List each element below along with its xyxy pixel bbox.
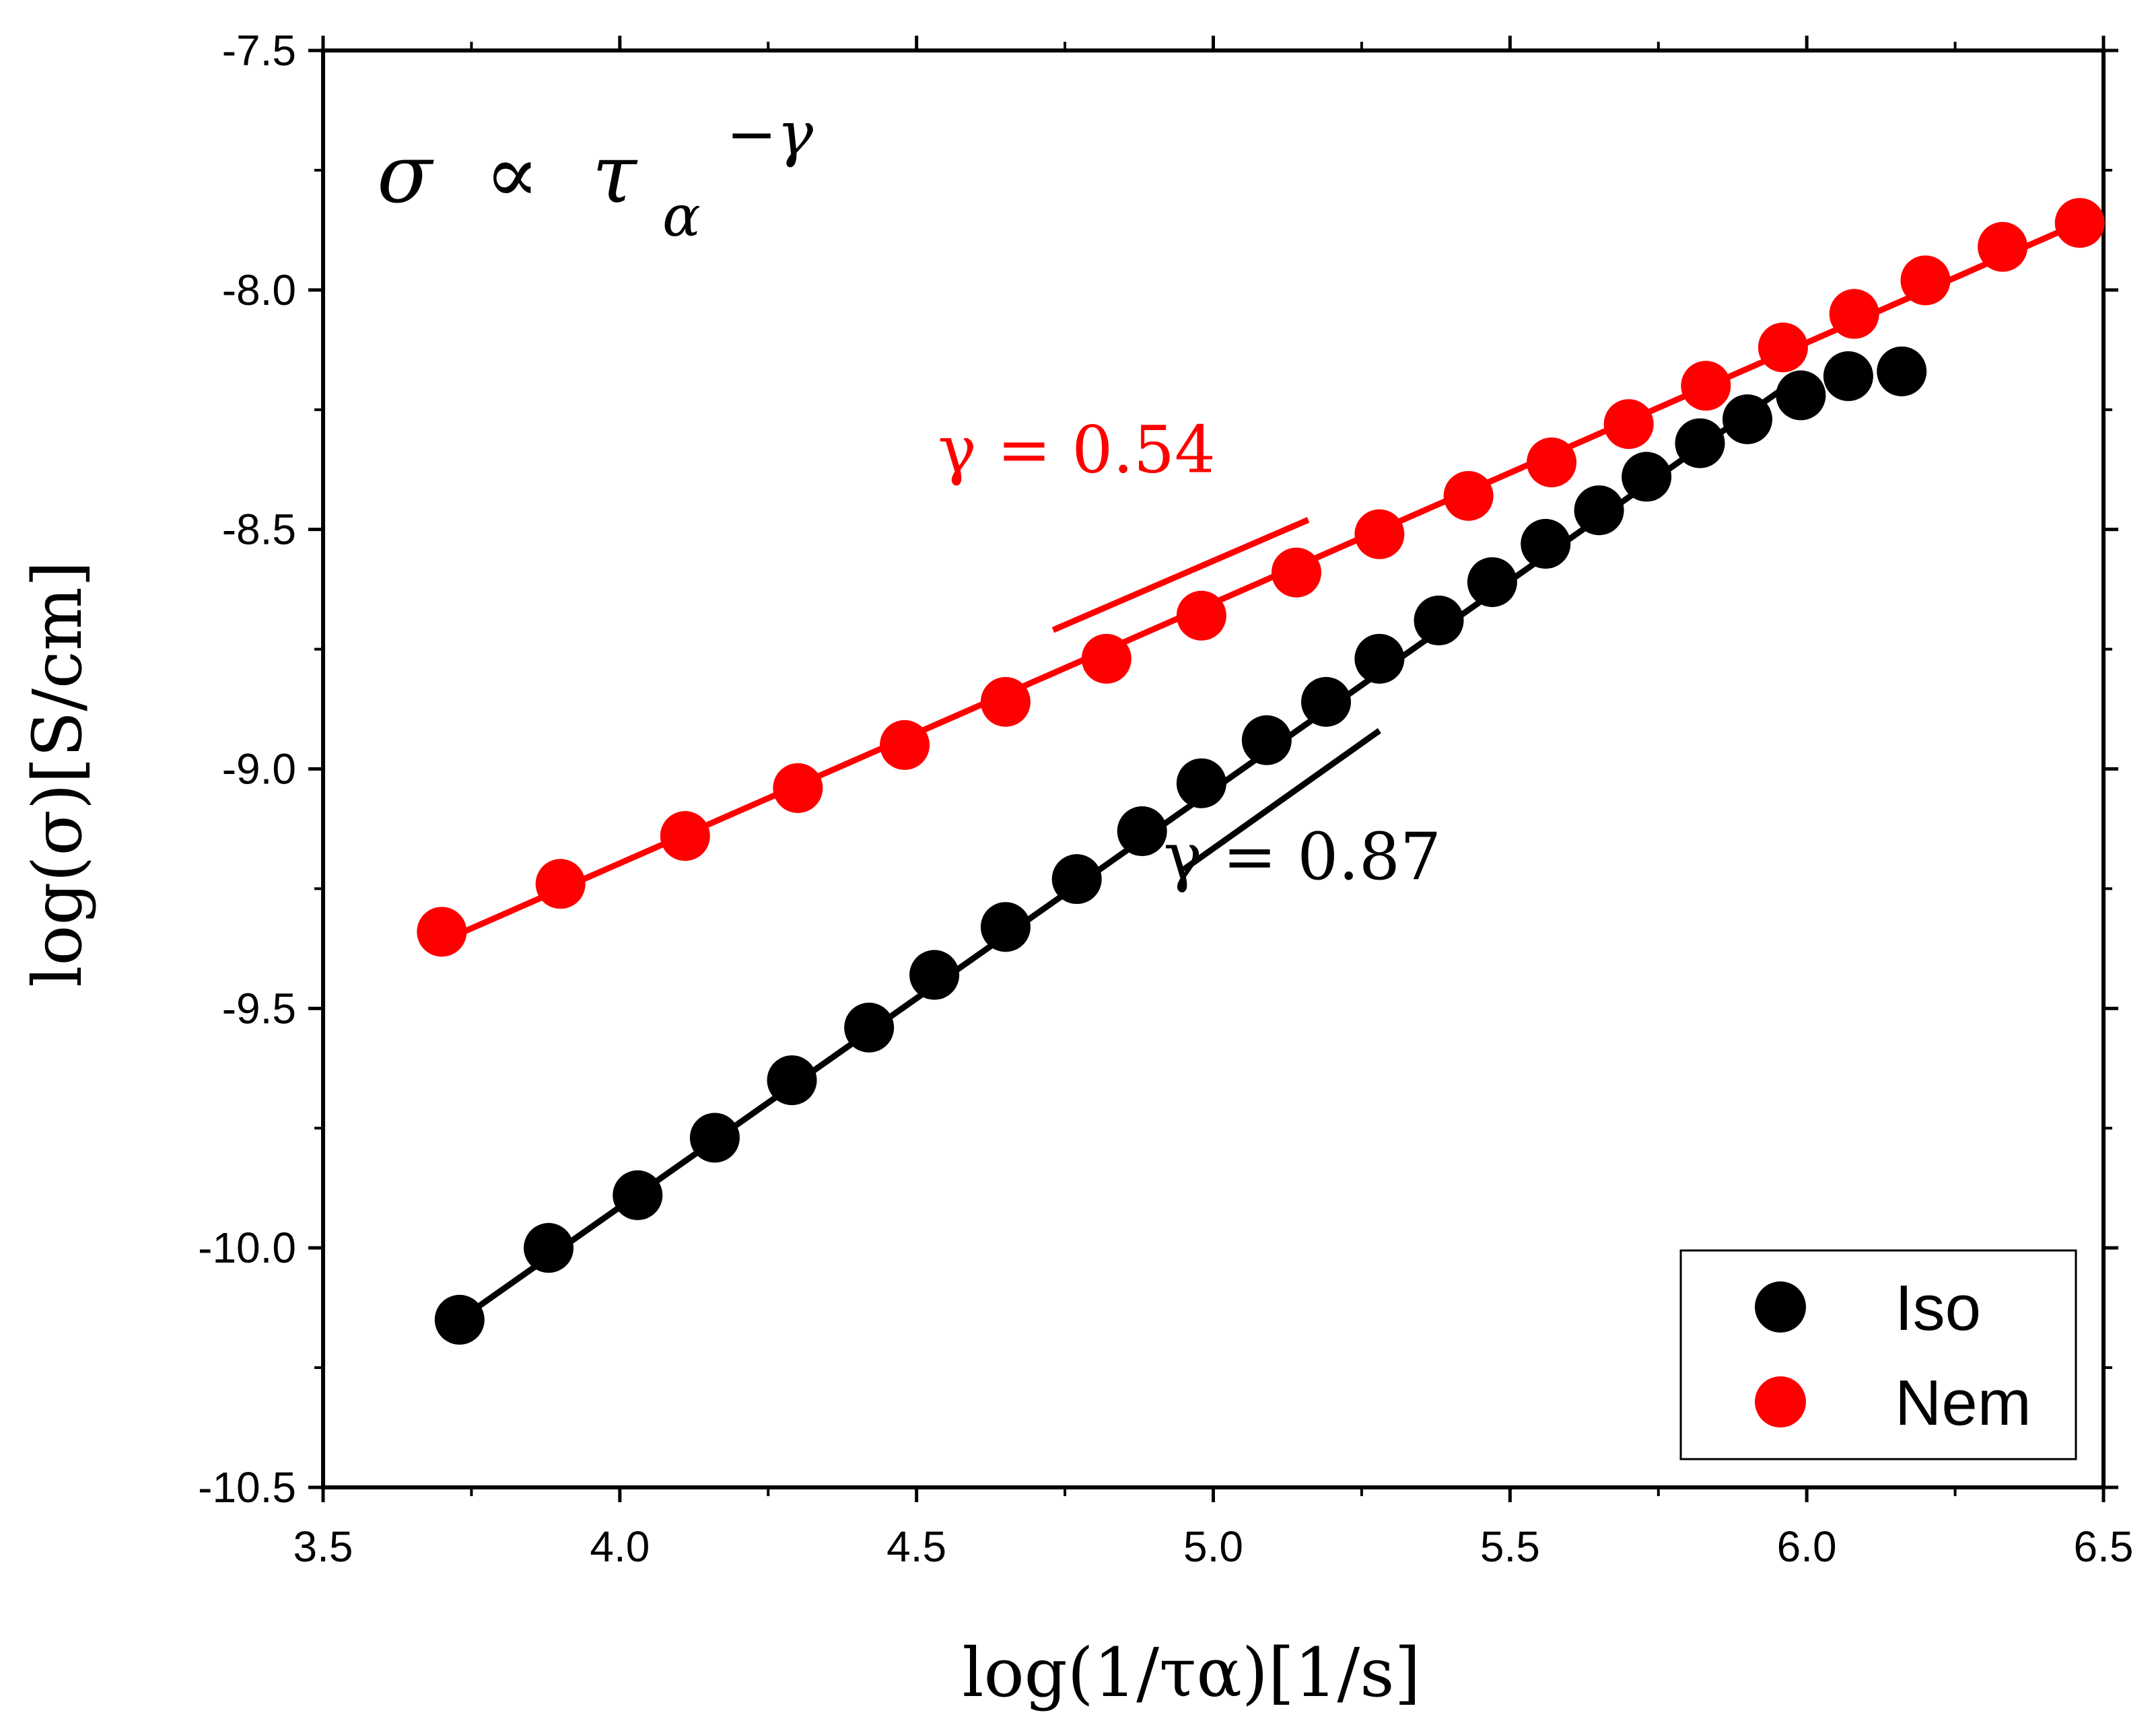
x-tick-label: 6.0 bbox=[1777, 1522, 1837, 1571]
data-point-iso bbox=[1622, 452, 1672, 502]
legend-marker-iso bbox=[1755, 1281, 1806, 1333]
data-point-nem bbox=[2054, 198, 2105, 248]
data-point-nem bbox=[880, 719, 930, 770]
legend: Iso Nem bbox=[1679, 1249, 2077, 1460]
data-point-iso bbox=[980, 902, 1031, 952]
formula-sigma: σ bbox=[377, 128, 434, 221]
x-tick-label: 4.0 bbox=[590, 1522, 650, 1571]
data-point-iso bbox=[613, 1170, 663, 1220]
data-point-iso bbox=[1521, 519, 1571, 569]
axis-ticks bbox=[308, 36, 2118, 1502]
data-point-iso bbox=[1117, 806, 1167, 857]
y-tick-label: -10.0 bbox=[198, 1224, 296, 1272]
data-point-iso bbox=[1354, 633, 1405, 684]
gamma-annotation: γ = 0.87 bbox=[1163, 819, 1441, 894]
data-point-nem bbox=[1527, 437, 1577, 488]
data-point-iso bbox=[1051, 854, 1102, 905]
x-tick-label: 4.5 bbox=[886, 1522, 946, 1571]
slope-guide-line bbox=[1181, 728, 1381, 872]
data-point-iso bbox=[1723, 394, 1772, 444]
x-axis-label: log(1/τα)[1/s] bbox=[962, 1633, 1420, 1712]
data-point-iso bbox=[1877, 346, 1927, 396]
data-point-nem bbox=[1829, 289, 1879, 339]
data-point-nem bbox=[1176, 590, 1226, 641]
annotations: γ = 0.54 γ = 0.87 bbox=[938, 412, 1441, 894]
y-tick-label: -8.5 bbox=[222, 505, 296, 554]
data-point-iso bbox=[524, 1223, 574, 1273]
x-tick-label: 5.0 bbox=[1183, 1522, 1243, 1571]
data-point-nem bbox=[1900, 255, 1951, 306]
data-point-iso bbox=[844, 1002, 895, 1053]
x-tick-label: 6.5 bbox=[2074, 1522, 2134, 1571]
data-point-nem bbox=[417, 907, 467, 957]
data-point-iso bbox=[1301, 676, 1352, 727]
legend-box bbox=[1679, 1249, 2077, 1460]
y-tick-label: -9.0 bbox=[222, 745, 296, 793]
data-point-nem bbox=[1978, 221, 2028, 272]
data-point-iso bbox=[434, 1294, 485, 1345]
x-tick-labels: 3.5 4.0 4.5 5.0 5.5 6.0 6.5 bbox=[293, 1522, 2134, 1571]
legend-label-iso: Iso bbox=[1895, 1272, 1981, 1344]
data-point-iso bbox=[1675, 418, 1725, 468]
x-tick-label: 5.5 bbox=[1480, 1522, 1540, 1571]
y-axis-label: log(σ)[S/cm] bbox=[18, 561, 97, 987]
data-point-nem bbox=[1443, 470, 1494, 521]
y-tick-labels: -7.5 -8.0 -8.5 -9.0 -9.5 -10.0 -10.5 bbox=[198, 26, 296, 1512]
data-point-nem bbox=[660, 811, 710, 861]
x-tick-label: 3.5 bbox=[293, 1522, 353, 1571]
data-point-nem bbox=[535, 859, 586, 909]
data-point-nem bbox=[773, 763, 823, 813]
data-point-iso bbox=[1823, 351, 1873, 401]
data-points bbox=[417, 198, 2105, 1345]
data-point-iso bbox=[1776, 370, 1826, 421]
gamma-annotation: γ = 0.54 bbox=[938, 412, 1216, 487]
data-point-iso bbox=[909, 950, 960, 1000]
formula-exponent: −γ bbox=[726, 99, 813, 170]
data-point-nem bbox=[1354, 509, 1405, 559]
legend-label-nem: Nem bbox=[1895, 1367, 2031, 1439]
data-point-iso bbox=[1574, 485, 1624, 536]
y-tick-label: -9.5 bbox=[222, 984, 296, 1032]
formula-subscript: α bbox=[662, 183, 701, 249]
data-point-iso bbox=[689, 1113, 740, 1163]
data-point-iso bbox=[1414, 595, 1464, 645]
data-point-nem bbox=[1081, 633, 1132, 684]
data-point-iso bbox=[1176, 758, 1226, 808]
formula-text: σ ∝ τ α −γ bbox=[377, 99, 813, 255]
y-tick-label: -10.5 bbox=[198, 1463, 296, 1512]
y-tick-label: -7.5 bbox=[222, 26, 296, 75]
formula-tau: τ bbox=[592, 128, 637, 221]
legend-marker-nem bbox=[1755, 1376, 1806, 1427]
data-point-iso bbox=[1467, 557, 1517, 607]
data-point-iso bbox=[1241, 715, 1292, 765]
data-point-iso bbox=[767, 1055, 817, 1106]
data-point-nem bbox=[1681, 361, 1731, 411]
slope-guide-line bbox=[1051, 517, 1310, 633]
formula-propto: ∝ bbox=[485, 128, 539, 221]
data-point-nem bbox=[1271, 547, 1321, 598]
slope-guides bbox=[1051, 517, 1381, 872]
data-point-nem bbox=[1603, 399, 1654, 450]
data-point-nem bbox=[1758, 322, 1808, 373]
y-tick-label: -8.0 bbox=[222, 266, 296, 314]
data-point-nem bbox=[980, 676, 1031, 727]
